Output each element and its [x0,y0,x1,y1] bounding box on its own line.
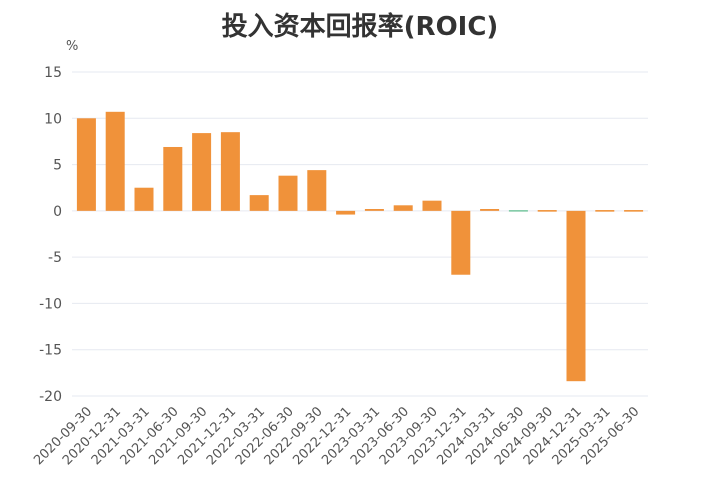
bar-2023-03-31 [364,209,384,211]
chart-title: 投入资本回报率(ROIC) [221,12,499,42]
y-tick-label: -15 [39,343,62,359]
bar-2024-03-31 [480,209,500,211]
bar-2021-03-31 [134,187,154,211]
bar-2023-12-31 [451,210,471,275]
bar-2020-12-31 [105,111,125,211]
bar-2020-09-30 [76,118,96,211]
y-tick-label: -20 [39,389,62,405]
bar-2021-09-30 [192,133,212,211]
x-axis-ticks: 2020-09-302020-12-312021-03-312021-06-30… [31,404,642,468]
y-axis-ticks: 15 10 5 0 -5 -10 -15 -20 [39,65,62,405]
bars [76,111,644,382]
bar-2025-06-30 [624,210,644,212]
bar-2022-03-31 [249,195,269,211]
y-tick-label: 5 [53,158,62,174]
y-tick-label: -10 [39,296,62,312]
y-tick-label: 10 [44,111,62,127]
bar-2024-09-30 [537,210,557,212]
bar-2022-12-31 [336,210,356,215]
bar-2023-09-30 [422,200,442,211]
y-tick-label: 15 [44,65,62,81]
bar-2022-09-30 [307,170,327,211]
bar-2024-06-30 [508,210,528,212]
bar-2022-06-30 [278,175,298,211]
bar-2023-06-30 [393,205,413,211]
bar-2024-12-31 [566,210,586,382]
bar-2021-06-30 [163,146,183,211]
y-tick-label: -5 [48,250,62,266]
y-tick-label: 0 [53,204,62,220]
grid-lines [72,71,648,397]
bar-2021-12-31 [220,132,240,211]
bar-2025-03-31 [595,210,615,212]
y-axis-unit-label: % [66,39,78,54]
